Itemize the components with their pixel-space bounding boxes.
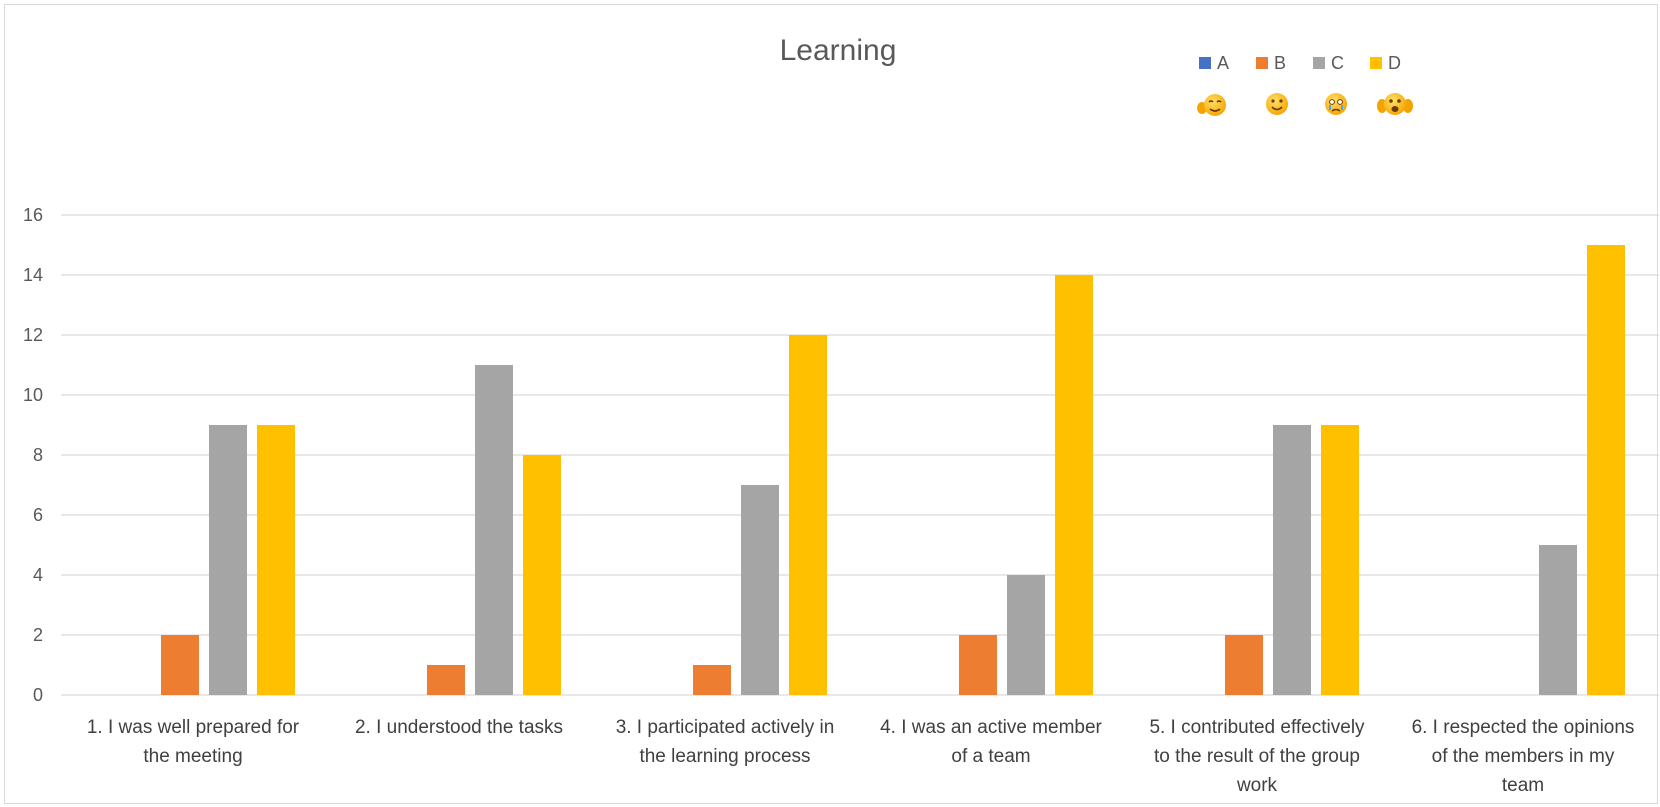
legend-swatch-a <box>1199 57 1211 69</box>
y-tick-label: 14 <box>23 265 43 285</box>
x-category-label: 4. I was an active member of a team <box>880 717 1102 767</box>
bar-c <box>741 485 779 695</box>
bar-d <box>1587 245 1625 695</box>
bars <box>161 245 1625 695</box>
bar-d <box>789 335 827 695</box>
legend-swatch-c <box>1313 57 1325 69</box>
bar-c <box>1273 425 1311 695</box>
legend: A B C D <box>1199 53 1401 73</box>
bar-d <box>257 425 295 695</box>
smirk-emoji-icon <box>1197 94 1226 116</box>
y-tick-label: 16 <box>23 205 43 225</box>
y-tick-label: 4 <box>33 565 43 585</box>
bar-b <box>427 665 465 695</box>
y-tick-label: 2 <box>33 625 43 645</box>
crying-emoji-icon <box>1325 93 1347 115</box>
y-tick-label: 6 <box>33 505 43 525</box>
y-tick-label: 8 <box>33 445 43 465</box>
bar-chart: 0 2 4 6 8 10 12 14 16 1. I was well prepared for… <box>23 34 1659 796</box>
x-category-label: 6. I respected the opinions of the member… <box>1412 717 1635 796</box>
bar-d <box>1321 425 1359 695</box>
chart-frame: 0 2 4 6 8 10 12 14 16 1. I was well prepared for… <box>4 4 1659 804</box>
legend-label-b: B <box>1274 53 1286 73</box>
x-category-label: 5. I contributed effectively to the resul… <box>1149 717 1365 796</box>
x-category-label: 2. I understood the tasks <box>355 717 563 738</box>
x-category-label: 3. I participated actively in the learnin… <box>616 717 835 767</box>
y-axis-ticks: 0 2 4 6 8 10 12 14 16 <box>23 205 43 705</box>
gridlines <box>61 214 1659 696</box>
legend-swatch-d <box>1370 57 1382 69</box>
y-tick-label: 12 <box>23 325 43 345</box>
bar-c <box>209 425 247 695</box>
smile-emoji-icon <box>1266 93 1288 115</box>
y-tick-label: 0 <box>33 685 43 705</box>
chart-title: Learning <box>780 34 897 67</box>
legend-emoji-row <box>1197 93 1413 116</box>
x-axis-labels: 1. I was well prepared for the meeting 2. … <box>87 717 1635 796</box>
bar-b <box>161 635 199 695</box>
legend-label-d: D <box>1388 53 1401 73</box>
bar-b <box>1225 635 1263 695</box>
bar-b <box>693 665 731 695</box>
bar-d <box>1055 275 1093 695</box>
bar-d <box>523 455 561 695</box>
legend-swatch-b <box>1256 57 1268 69</box>
bar-c <box>1539 545 1577 695</box>
legend-label-a: A <box>1217 53 1229 73</box>
x-category-label: 1. I was well prepared for the meeting <box>87 717 300 767</box>
bar-c <box>1007 575 1045 695</box>
bar-b <box>959 635 997 695</box>
legend-label-c: C <box>1331 53 1344 73</box>
y-tick-label: 10 <box>23 385 43 405</box>
clapping-emoji-icon <box>1377 93 1413 115</box>
bar-c <box>475 365 513 695</box>
